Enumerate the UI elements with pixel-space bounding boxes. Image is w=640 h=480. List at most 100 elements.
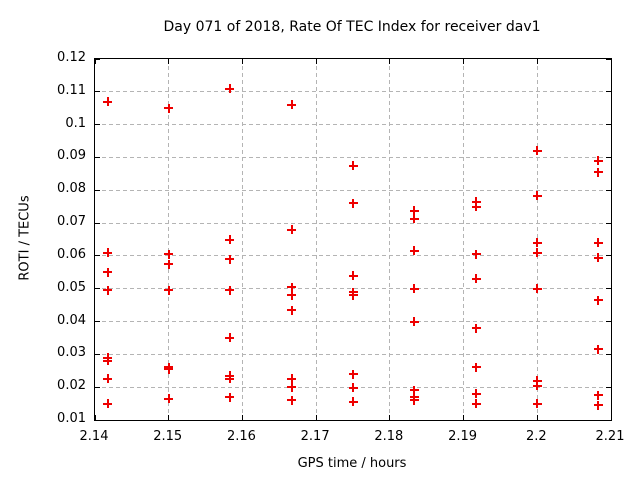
data-point-marker [225,84,235,94]
data-point-marker [225,374,235,384]
grid-line-horizontal [95,222,611,224]
data-point-marker [409,317,419,327]
x-axis-title: GPS time / hours [297,456,407,471]
data-point-marker [103,267,113,277]
data-point-marker [225,392,235,402]
data-point-marker [409,246,419,256]
y-tick-mark [606,288,611,290]
data-point-marker [532,191,542,201]
data-point-marker [471,389,481,399]
data-point-marker [287,282,297,292]
data-point-marker [471,274,481,284]
data-point-marker [348,161,358,171]
data-point-marker [287,305,297,315]
x-tick-label: 2.2 [525,429,547,444]
data-point-marker [532,248,542,258]
y-tick-mark [606,58,611,60]
y-tick-mark [95,288,100,290]
y-tick-label: 0.07 [57,214,86,230]
data-point-marker [287,100,297,110]
x-tick-mark [389,415,391,420]
data-point-marker [471,197,481,207]
x-tick-label: 2.14 [79,429,109,444]
data-point-marker [348,271,358,281]
data-point-marker [593,156,603,166]
data-point-marker [532,238,542,248]
x-tick-mark [241,59,243,64]
y-tick-mark [95,58,100,60]
y-tick-label: 0.01 [57,411,86,426]
y-tick-mark [95,419,100,421]
data-point-marker [164,285,174,295]
data-point-marker [348,369,358,379]
data-point-marker [532,146,542,156]
data-point-marker [103,248,113,258]
y-tick-label: 0.1 [65,115,86,131]
data-point-marker [287,374,297,384]
grid-line-vertical [241,59,243,420]
x-tick-mark [168,59,170,64]
data-point-marker [532,376,542,386]
x-tick-mark [94,415,96,420]
data-point-marker [348,290,358,300]
data-point-marker [593,295,603,305]
y-tick-label: 0.12 [57,50,86,65]
data-point-marker [348,383,358,393]
data-point-marker [164,394,174,404]
x-tick-mark [94,59,96,64]
x-tick-label: 2.18 [374,429,404,444]
data-point-marker [471,362,481,372]
grid-line-horizontal [95,255,611,257]
y-tick-mark [606,189,611,191]
grid-line-vertical [168,59,170,420]
data-point-marker [225,333,235,343]
x-tick-mark [389,59,391,64]
data-point-marker [532,381,542,391]
data-point-marker [103,374,113,384]
y-tick-label: 0.04 [57,312,86,328]
x-tick-mark [463,415,465,420]
data-point-marker [409,284,419,294]
y-tick-mark [95,353,100,355]
data-point-marker [287,290,297,300]
data-point-marker [287,225,297,235]
data-point-marker [103,285,113,295]
data-point-marker [348,198,358,208]
data-point-marker [225,235,235,244]
y-tick-mark [606,124,611,126]
y-tick-mark [606,353,611,355]
y-axis-title: ROTI / TECUs [17,195,33,281]
y-tick-label: 0.09 [57,148,86,164]
data-point-marker [225,254,235,264]
data-point-marker [164,103,174,113]
y-tick-label: 0.03 [57,345,86,361]
data-point-marker [287,395,297,405]
grid-line-horizontal [95,156,611,158]
data-point-marker [532,399,542,409]
y-tick-mark [606,419,611,421]
data-point-marker [593,400,603,410]
data-point-marker [471,202,481,212]
y-tick-label: 0.08 [57,181,86,197]
data-point-marker [593,167,603,177]
grid-line-vertical [315,59,317,420]
x-tick-label: 2.21 [595,429,625,444]
data-point-marker [164,259,174,269]
data-point-marker [409,385,419,395]
data-point-marker [532,284,542,294]
x-tick-label: 2.17 [300,429,330,444]
y-tick-label: 0.11 [57,82,86,98]
grid-line-horizontal [95,353,611,355]
grid-line-horizontal [95,189,611,191]
y-tick-label: 0.06 [57,246,86,262]
data-point-marker [409,214,419,224]
data-point-marker [593,390,603,400]
data-point-marker [593,253,603,263]
x-tick-mark [536,59,538,64]
data-point-marker [471,249,481,259]
y-tick-mark [95,189,100,191]
x-tick-mark [610,59,612,64]
data-point-marker [471,399,481,409]
y-tick-mark [95,255,100,257]
